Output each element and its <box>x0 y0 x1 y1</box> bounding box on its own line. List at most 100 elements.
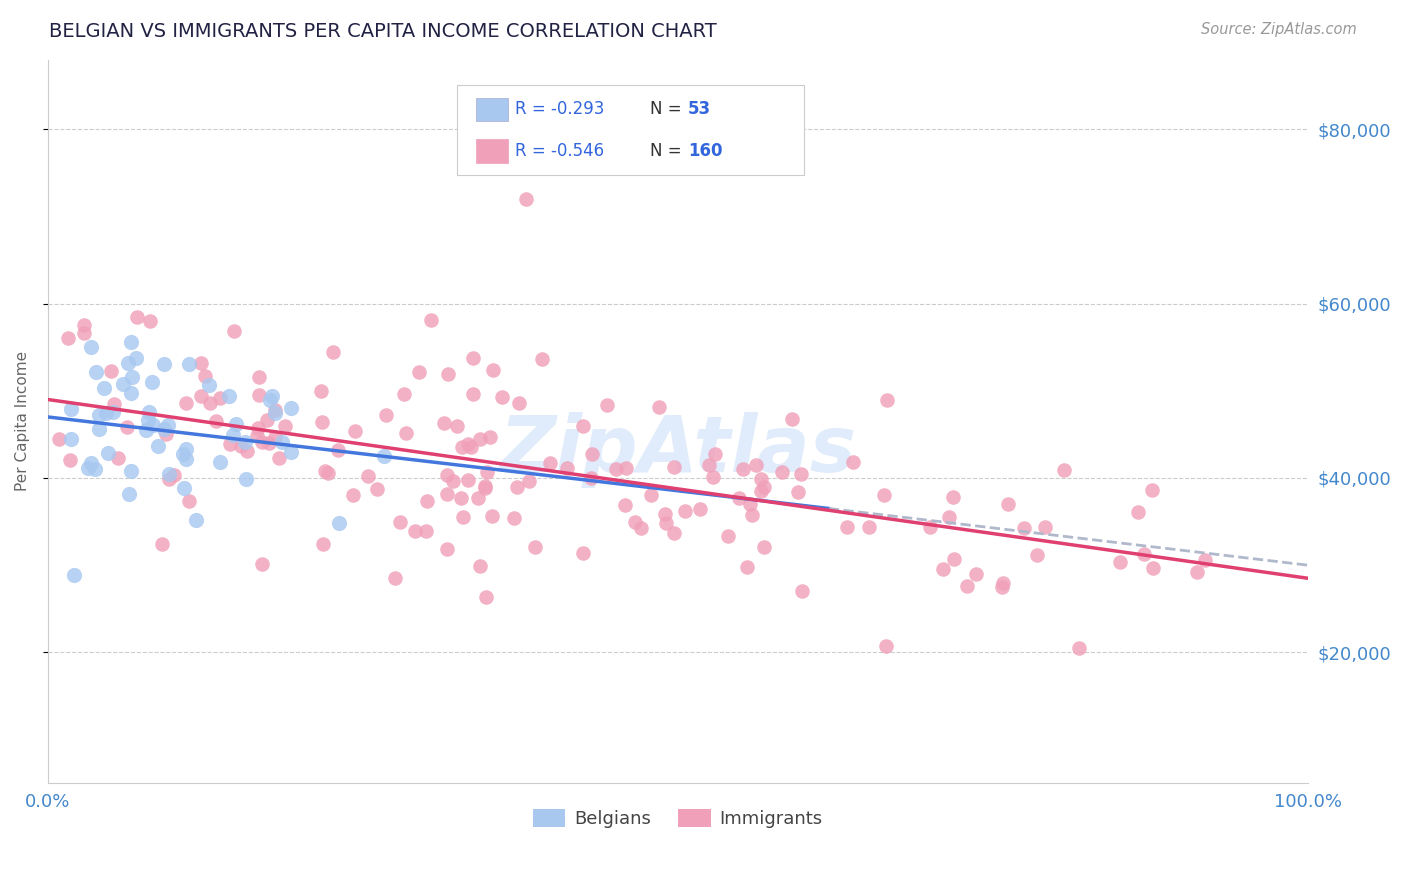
Point <box>457 473 479 487</box>
Point <box>751 484 773 499</box>
Point <box>120 335 142 350</box>
Point <box>222 324 245 338</box>
Point <box>264 406 287 420</box>
Point <box>247 387 270 401</box>
Text: N =: N = <box>650 100 682 119</box>
Point <box>172 447 194 461</box>
Point <box>579 471 602 485</box>
Point <box>481 508 503 523</box>
Point <box>235 472 257 486</box>
Point <box>467 491 489 505</box>
Point <box>314 463 336 477</box>
Point <box>77 460 100 475</box>
Point <box>749 471 772 485</box>
Point <box>470 433 492 447</box>
Point <box>267 451 290 466</box>
Point <box>136 413 159 427</box>
Point <box>505 480 527 494</box>
Point <box>433 416 456 430</box>
Point <box>404 524 426 539</box>
Point <box>373 449 395 463</box>
Point <box>481 362 503 376</box>
Point <box>62 567 84 582</box>
Point <box>260 389 283 403</box>
Point <box>654 507 676 521</box>
Point <box>163 467 186 482</box>
FancyBboxPatch shape <box>477 98 508 121</box>
Point <box>745 458 768 473</box>
Point <box>662 460 685 475</box>
Point <box>101 405 124 419</box>
Point <box>738 497 761 511</box>
Point <box>689 502 711 516</box>
Point <box>309 384 332 399</box>
Point <box>375 408 398 422</box>
Point <box>148 439 170 453</box>
Point <box>420 312 443 326</box>
Point <box>461 351 484 365</box>
Point <box>702 470 724 484</box>
Point <box>84 461 107 475</box>
Point <box>94 406 117 420</box>
Point <box>174 395 197 409</box>
Point <box>59 433 82 447</box>
Point <box>1067 640 1090 655</box>
Point <box>194 368 217 383</box>
Point <box>1012 521 1035 535</box>
Point <box>179 494 201 508</box>
Point <box>605 462 627 476</box>
Point <box>59 452 82 467</box>
Point <box>1142 561 1164 575</box>
Point <box>614 498 637 512</box>
Point <box>502 511 524 525</box>
Text: R = -0.546: R = -0.546 <box>516 142 605 160</box>
Text: 53: 53 <box>688 100 711 119</box>
Text: N =: N = <box>650 142 682 160</box>
Text: 160: 160 <box>688 142 723 160</box>
Point <box>474 481 496 495</box>
Point <box>918 520 941 534</box>
Point <box>73 318 96 333</box>
Text: Source: ZipAtlas.com: Source: ZipAtlas.com <box>1201 22 1357 37</box>
Point <box>704 447 727 461</box>
Point <box>1033 520 1056 534</box>
Point <box>436 468 458 483</box>
Point <box>741 508 763 522</box>
Point <box>173 481 195 495</box>
Point <box>752 541 775 555</box>
Point <box>942 491 965 505</box>
Point <box>235 443 257 458</box>
Point <box>965 567 987 582</box>
Point <box>208 455 231 469</box>
Point <box>523 540 546 554</box>
Point <box>457 437 479 451</box>
Point <box>97 446 120 460</box>
Point <box>942 552 965 566</box>
Point <box>515 192 537 206</box>
Point <box>581 447 603 461</box>
Point <box>436 487 458 501</box>
Point <box>1185 565 1208 579</box>
Point <box>138 314 160 328</box>
Point <box>142 417 165 432</box>
Point <box>735 560 758 574</box>
Point <box>87 408 110 422</box>
Point <box>782 412 804 426</box>
Point <box>450 491 472 505</box>
Point <box>184 513 207 527</box>
Point <box>461 386 484 401</box>
Point <box>837 520 859 534</box>
Point <box>873 487 896 501</box>
Point <box>366 483 388 497</box>
Point <box>174 442 197 457</box>
Point <box>159 472 181 486</box>
Point <box>787 485 810 500</box>
Point <box>789 467 811 481</box>
Point <box>157 467 180 481</box>
Point <box>256 413 278 427</box>
Point <box>624 515 647 529</box>
Point <box>259 392 281 407</box>
Point <box>470 558 492 573</box>
Point <box>938 509 960 524</box>
Point <box>73 326 96 341</box>
